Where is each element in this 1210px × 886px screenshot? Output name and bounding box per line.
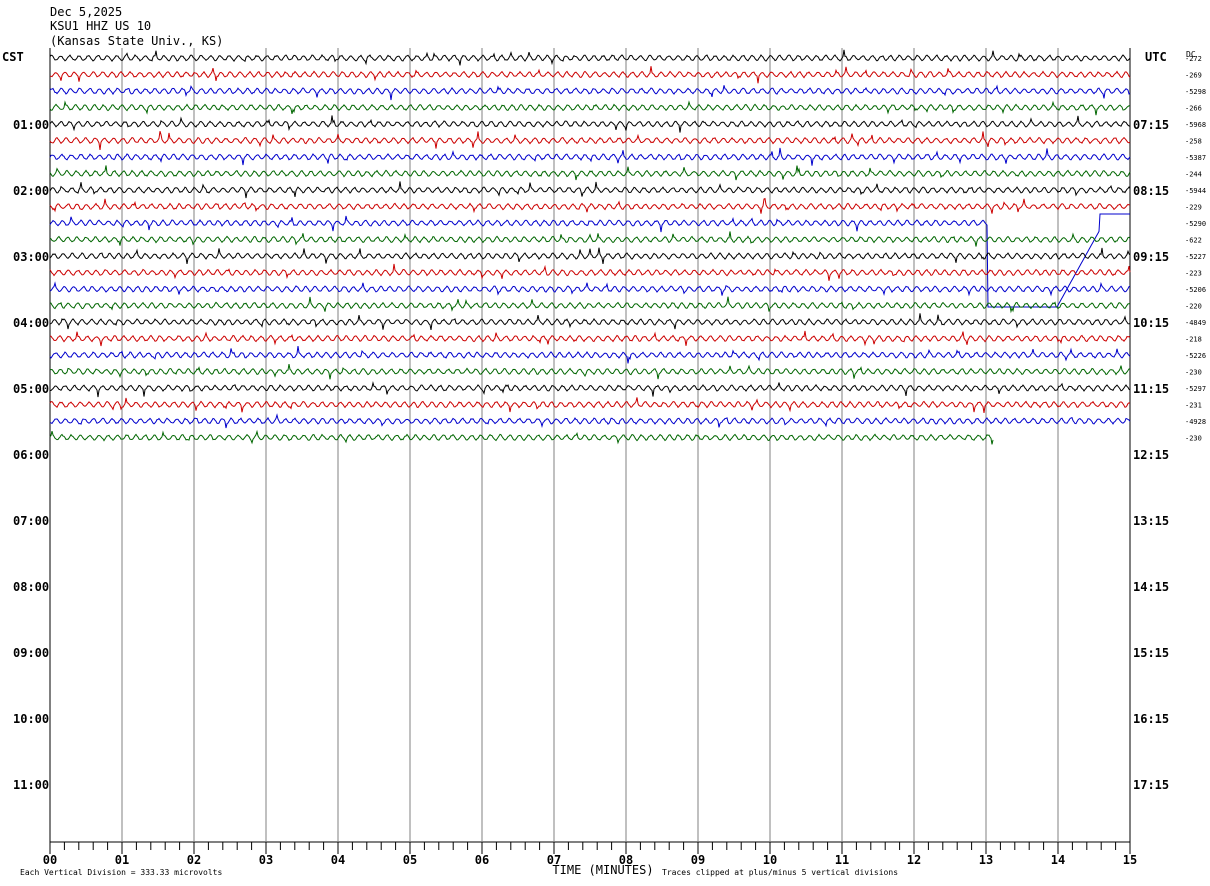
seismic-trace (49, 100, 1130, 116)
seismic-trace (49, 397, 1131, 413)
left-hour-label: 10:00 (13, 712, 49, 726)
seismic-trace (50, 364, 1131, 380)
x-tick-label: 11 (835, 853, 849, 867)
left-hour-label: 04:00 (13, 316, 49, 330)
x-tick-label: 12 (907, 853, 921, 867)
x-tick-label: 02 (187, 853, 201, 867)
trace-dc-offset: -5298 (1185, 88, 1206, 96)
seismic-trace (49, 330, 1131, 347)
seismic-trace (49, 147, 1131, 166)
header-station: KSU1 HHZ US 10 (50, 19, 152, 33)
right-hour-label: 09:15 (1133, 250, 1169, 264)
trace-dc-offset: -5226 (1185, 352, 1206, 360)
x-tick-label: 06 (475, 853, 489, 867)
left-timezone-label: CST (2, 50, 24, 64)
seismic-trace (49, 181, 1131, 199)
right-hour-label: 15:15 (1133, 646, 1169, 660)
x-tick-label: 00 (43, 853, 57, 867)
seismic-trace (49, 197, 1130, 214)
left-hour-label: 06:00 (13, 448, 49, 462)
trace-dc-offset: -5944 (1185, 187, 1206, 195)
trace-dc-offset: -622 (1185, 237, 1202, 245)
trace-dc-offset: -223 (1185, 270, 1202, 278)
seismic-trace (50, 381, 1131, 398)
left-hour-label: 02:00 (13, 184, 49, 198)
seismic-trace (49, 49, 1131, 66)
trace-dc-offset: -230 (1185, 369, 1202, 377)
header-location: (Kansas State Univ., KS) (50, 34, 224, 48)
right-timezone-label: UTC (1145, 50, 1167, 64)
seismic-trace (49, 413, 1131, 429)
trace-dc-offset: -4928 (1185, 418, 1206, 426)
right-hour-label: 14:15 (1133, 580, 1169, 594)
seismic-trace (49, 247, 1131, 264)
trace-dc-offset: -5387 (1185, 154, 1206, 162)
left-hour-label: 09:00 (13, 646, 49, 660)
trace-dc-offset: -258 (1185, 138, 1202, 146)
right-hour-label: 11:15 (1133, 382, 1169, 396)
trace-dc-offset: -4849 (1185, 319, 1206, 327)
left-hour-label: 05:00 (13, 382, 49, 396)
x-tick-label: 13 (979, 853, 993, 867)
trace-dc-offset: -5290 (1185, 220, 1206, 228)
trace-dc-offset: -229 (1185, 204, 1202, 212)
seismic-trace (49, 263, 1131, 281)
seismic-trace (49, 115, 1131, 133)
seismic-trace (49, 296, 1131, 314)
left-hour-label: 01:00 (13, 118, 49, 132)
x-tick-label: 14 (1051, 853, 1065, 867)
dc-column-label: DC (1186, 50, 1196, 59)
trace-dc-offset: -220 (1185, 303, 1202, 311)
trace-dc-offset: -5206 (1185, 286, 1206, 294)
seismic-trace (49, 165, 1131, 181)
trace-dc-offset: -218 (1185, 336, 1202, 344)
right-hour-label: 10:15 (1133, 316, 1169, 330)
scale-note: Each Vertical Division = 333.33 microvol… (20, 868, 222, 877)
seismic-trace (49, 346, 1131, 364)
seismic-trace (49, 131, 1131, 150)
right-hour-label: 07:15 (1133, 118, 1169, 132)
clip-note: Traces clipped at plus/minus 5 vertical … (662, 868, 898, 877)
x-tick-label: 10 (763, 853, 777, 867)
left-hour-label: 03:00 (13, 250, 49, 264)
x-tick-label: 01 (115, 853, 129, 867)
seismic-trace (49, 66, 1131, 84)
trace-dc-offset: -230 (1185, 435, 1202, 443)
seismic-trace (49, 281, 1131, 297)
trace-dc-offset: -5968 (1185, 121, 1206, 129)
trace-dc-offset: -5227 (1185, 253, 1206, 261)
trace-dc-offset: -5297 (1185, 385, 1206, 393)
trace-dc-offset: -244 (1185, 171, 1202, 179)
right-hour-label: 08:15 (1133, 184, 1169, 198)
right-hour-label: 12:15 (1133, 448, 1169, 462)
seismic-trace (49, 429, 994, 445)
seismic-trace (49, 84, 1131, 101)
x-tick-label: 07 (547, 853, 561, 867)
x-tick-label: 03 (259, 853, 273, 867)
header-date: Dec 5,2025 (50, 5, 123, 19)
left-hour-label: 11:00 (13, 778, 49, 792)
seismic-trace (49, 313, 1131, 330)
x-tick-label: 15 (1123, 853, 1137, 867)
trace-dc-offset: -231 (1185, 402, 1202, 410)
right-hour-label: 13:15 (1133, 514, 1169, 528)
seismic-trace (49, 213, 1130, 308)
seismic-trace (49, 231, 1131, 247)
left-hour-label: 08:00 (13, 580, 49, 594)
trace-dc-offset: -272 (1185, 55, 1202, 63)
x-tick-label: 05 (403, 853, 417, 867)
right-hour-label: 17:15 (1133, 778, 1169, 792)
x-tick-label: 04 (331, 853, 345, 867)
trace-dc-offset: -269 (1185, 72, 1202, 80)
x-axis-label: TIME (MINUTES) (552, 863, 653, 877)
right-hour-label: 16:15 (1133, 712, 1169, 726)
x-tick-label: 08 (619, 853, 633, 867)
x-tick-label: 09 (691, 853, 705, 867)
left-hour-label: 07:00 (13, 514, 49, 528)
trace-dc-offset: -266 (1185, 105, 1202, 113)
